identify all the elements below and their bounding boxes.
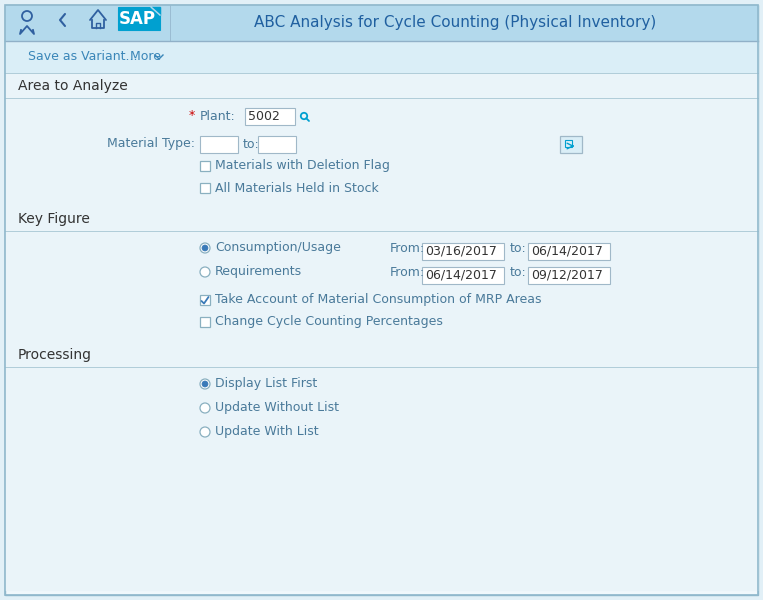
Text: Processing: Processing [18, 348, 92, 362]
Text: SAP: SAP [118, 10, 156, 28]
Bar [5, 5, 758, 41]
Bar [200, 295, 210, 305]
Text: Update With List: Update With List [215, 425, 319, 439]
Circle shape [202, 381, 208, 387]
Polygon shape [151, 7, 160, 15]
Bar [528, 267, 610, 284]
Text: All Materials Held in Stock: All Materials Held in Stock [215, 181, 378, 194]
Text: 09/12/2017: 09/12/2017 [531, 269, 603, 282]
Bar [200, 161, 210, 171]
Bar [5, 41, 758, 73]
Bar [5, 73, 758, 590]
Bar [200, 317, 210, 327]
Text: Save as Variant...: Save as Variant... [28, 50, 137, 64]
Circle shape [200, 379, 210, 389]
Circle shape [200, 427, 210, 437]
Text: Requirements: Requirements [215, 265, 302, 278]
Text: 03/16/2017: 03/16/2017 [425, 245, 497, 258]
Text: Materials with Deletion Flag: Materials with Deletion Flag [215, 160, 390, 173]
Text: Take Account of Material Consumption of MRP Areas: Take Account of Material Consumption of … [215, 293, 542, 307]
Text: 06/14/2017: 06/14/2017 [531, 245, 603, 258]
Text: ABC Analysis for Cycle Counting (Physical Inventory): ABC Analysis for Cycle Counting (Physica… [254, 16, 656, 31]
Circle shape [200, 403, 210, 413]
Bar [258, 136, 296, 153]
Text: to:: to: [510, 241, 526, 254]
Bar [245, 108, 295, 125]
Polygon shape [151, 7, 160, 15]
Bar [565, 140, 572, 147]
Circle shape [202, 245, 208, 251]
Text: More: More [130, 50, 165, 64]
Text: 06/14/2017: 06/14/2017 [425, 269, 497, 282]
Bar [528, 243, 610, 260]
Bar [560, 136, 582, 153]
Text: From:: From: [390, 265, 425, 278]
Text: *: * [188, 109, 195, 122]
Bar [200, 183, 210, 193]
Bar [200, 136, 238, 153]
Text: From:: From: [390, 241, 425, 254]
Text: to:: to: [243, 137, 259, 151]
Text: Key Figure: Key Figure [18, 212, 90, 226]
Circle shape [200, 243, 210, 253]
Bar [118, 7, 160, 30]
Text: Material Type:: Material Type: [107, 137, 195, 151]
Bar [422, 243, 504, 260]
Text: Plant:: Plant: [200, 109, 236, 122]
Text: Change Cycle Counting Percentages: Change Cycle Counting Percentages [215, 316, 443, 329]
Text: Display List First: Display List First [215, 377, 317, 391]
Text: 5002: 5002 [248, 110, 280, 123]
Circle shape [200, 267, 210, 277]
Text: Update Without List: Update Without List [215, 401, 339, 415]
Text: to:: to: [510, 265, 526, 278]
Bar [422, 267, 504, 284]
Text: Area to Analyze: Area to Analyze [18, 79, 127, 93]
Text: Consumption/Usage: Consumption/Usage [215, 241, 341, 254]
